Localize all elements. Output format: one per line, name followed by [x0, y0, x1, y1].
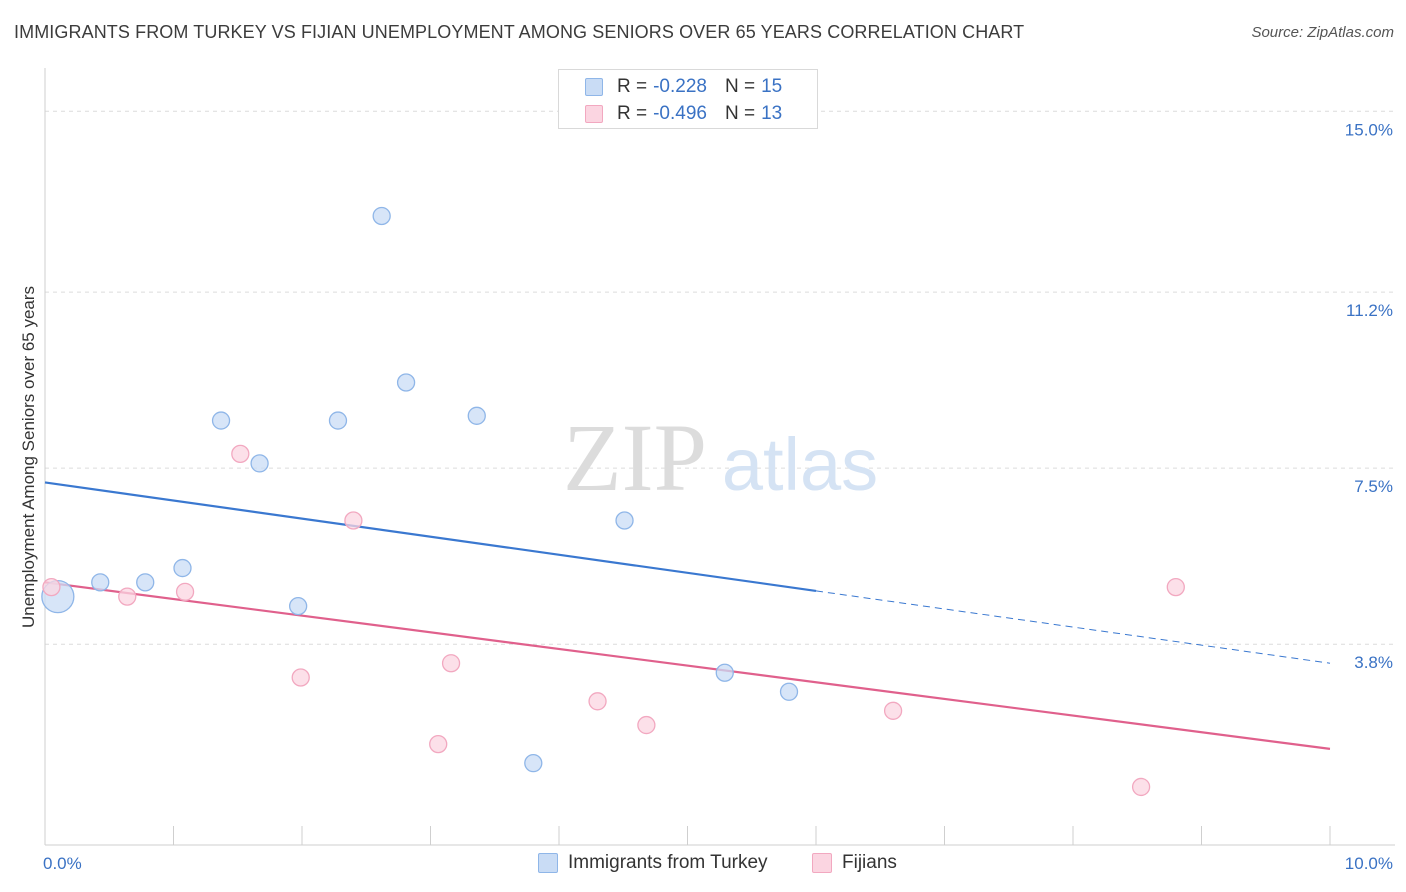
y-tick-label: 7.5%: [1354, 477, 1393, 496]
series-legend-fijians[interactable]: Fijians: [812, 852, 897, 874]
data-point-turkey[interactable]: [250, 454, 269, 473]
series-legend: Immigrants from Turkey Fijians: [0, 852, 1406, 878]
legend-n-value-fijians: 13: [761, 103, 783, 124]
data-point-fijians[interactable]: [588, 692, 607, 711]
data-point-fijians[interactable]: [441, 654, 461, 673]
legend-n-label: N =: [724, 103, 756, 124]
grid-layer: [45, 110, 1395, 645]
data-point-fijians[interactable]: [42, 577, 61, 597]
series-legend-turkey[interactable]: Immigrants from Turkey: [538, 852, 768, 874]
x-tick-label: 10.0%: [1345, 854, 1393, 873]
data-point-fijians[interactable]: [1166, 577, 1185, 597]
data-point-fijians[interactable]: [118, 587, 137, 606]
legend-swatch-turkey: [585, 78, 603, 96]
data-point-turkey[interactable]: [91, 573, 110, 592]
legend-r-label: R =: [617, 76, 648, 97]
watermark-atlas: atlas: [722, 423, 878, 506]
y-tick-label: 3.8%: [1354, 653, 1393, 672]
legend-n-value-turkey: 15: [761, 76, 783, 97]
trend-layer: [44, 481, 1331, 750]
data-point-turkey[interactable]: [372, 206, 391, 226]
data-point-turkey[interactable]: [615, 511, 634, 530]
y-axis-label: Unemployment Among Seniors over 65 years: [19, 286, 38, 628]
legend-swatch-fijians: [585, 105, 603, 123]
legend-row-turkey: R = -0.228 N = 15: [585, 74, 782, 100]
legend-r-value-fijians: -0.496: [653, 103, 707, 124]
data-point-turkey[interactable]: [173, 558, 192, 578]
y-tick-label: 11.2%: [1346, 301, 1393, 320]
data-point-turkey[interactable]: [288, 596, 308, 616]
series-swatch-turkey: [538, 853, 558, 873]
trend-line-dashed-0: [815, 590, 1331, 664]
watermark: ZIP atlas: [563, 404, 878, 511]
series-legend-label-fijians: Fijians: [842, 852, 897, 873]
data-point-fijians[interactable]: [637, 715, 656, 735]
watermark-zip: ZIP: [563, 404, 707, 511]
legend-r-label: R =: [617, 103, 648, 124]
data-point-fijians[interactable]: [883, 701, 903, 720]
axis-layer: [44, 68, 1395, 846]
data-point-turkey[interactable]: [136, 573, 155, 592]
data-point-fijians[interactable]: [344, 511, 363, 530]
source-label: Source: ZipAtlas.com: [1251, 24, 1394, 41]
legend-r-value-turkey: -0.228: [653, 76, 707, 97]
series-legend-label-turkey: Immigrants from Turkey: [568, 852, 768, 873]
correlation-legend: R = -0.228 N = 15 R = -0.496 N = 13: [558, 69, 818, 129]
data-point-turkey[interactable]: [396, 373, 416, 392]
legend-n-label: N =: [724, 76, 756, 97]
trend-line-solid-1: [44, 581, 1331, 750]
data-point-fijians[interactable]: [291, 668, 310, 687]
y-tick-label: 15.0%: [1345, 120, 1393, 139]
point-layer: [41, 206, 1185, 797]
chart-title: IMMIGRANTS FROM TURKEY VS FIJIAN UNEMPLO…: [14, 22, 1025, 42]
series-swatch-fijians: [812, 853, 832, 873]
data-point-turkey[interactable]: [715, 663, 734, 682]
data-point-turkey[interactable]: [328, 411, 348, 430]
data-point-fijians[interactable]: [175, 582, 195, 602]
data-point-turkey[interactable]: [779, 682, 799, 701]
trend-line-solid-0: [44, 481, 817, 592]
x-tick-label: 0.0%: [43, 854, 82, 873]
tick-label-layer: 3.8% 7.5% 11.2% 15.0% 0.0% 10.0%: [43, 120, 1393, 873]
data-point-turkey[interactable]: [211, 411, 231, 430]
data-point-turkey[interactable]: [467, 406, 486, 425]
data-point-fijians[interactable]: [231, 444, 250, 464]
data-point-fijians[interactable]: [1131, 777, 1151, 797]
data-point-turkey[interactable]: [524, 753, 543, 773]
data-point-fijians[interactable]: [429, 734, 448, 754]
legend-row-fijians: R = -0.496 N = 13: [585, 101, 782, 127]
